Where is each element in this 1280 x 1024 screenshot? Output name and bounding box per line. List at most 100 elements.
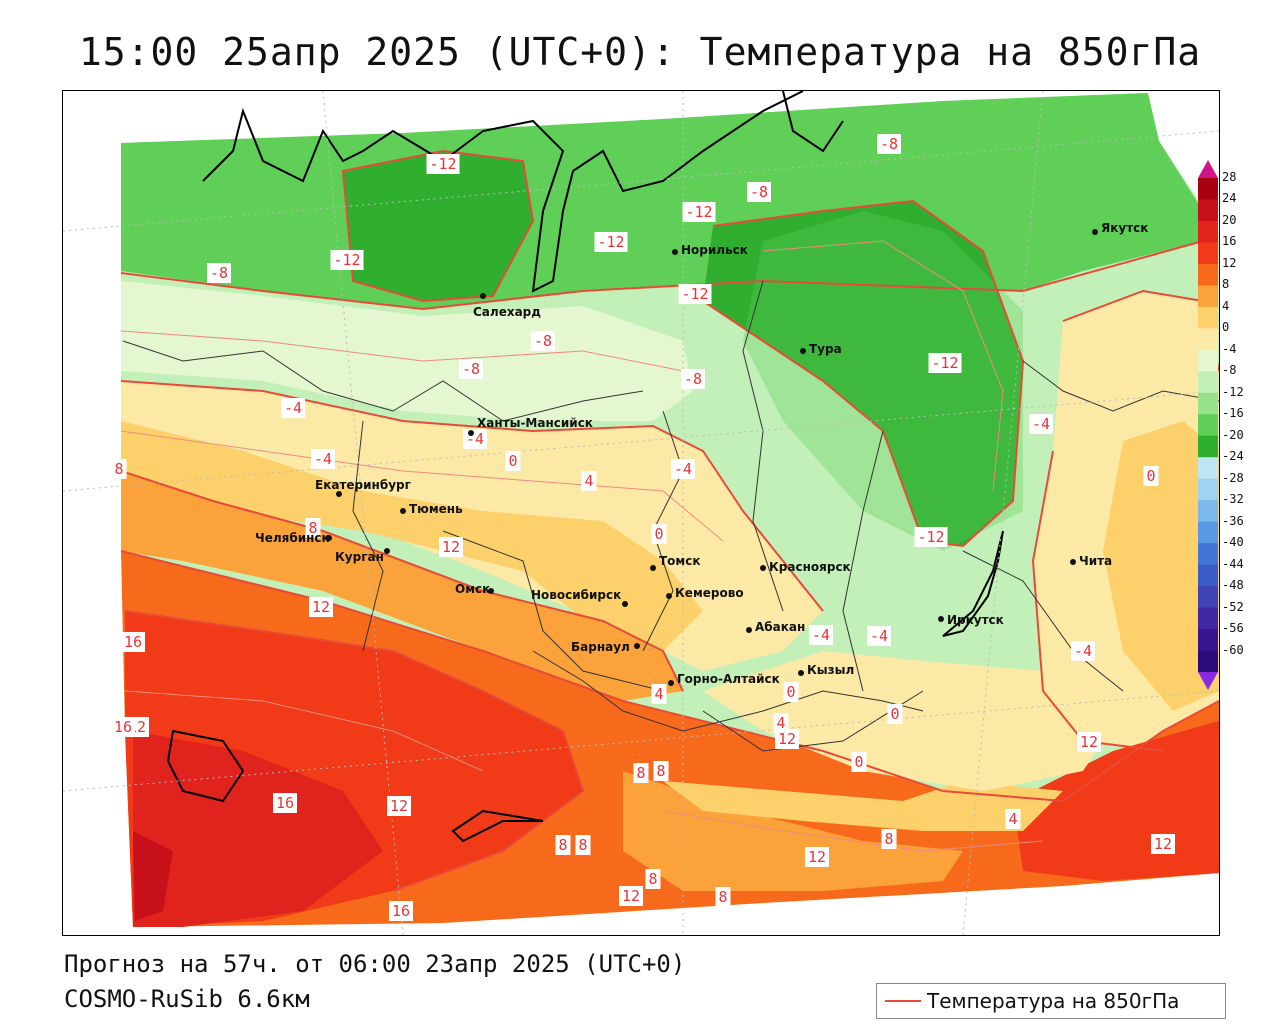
contour-label: -12 bbox=[685, 203, 712, 221]
contour-label: 8 bbox=[648, 870, 657, 888]
contour-label: 16 bbox=[124, 633, 142, 651]
colorbar-swatch bbox=[1198, 629, 1218, 652]
city-dot-icon bbox=[760, 565, 766, 571]
city-label: Омск bbox=[455, 582, 490, 596]
contour-label-bg bbox=[387, 796, 411, 816]
colorbar-swatch bbox=[1198, 650, 1218, 673]
contour-label-bg bbox=[531, 331, 555, 351]
contour-label: 8 bbox=[718, 888, 727, 906]
city-label: Челябинск bbox=[255, 531, 330, 545]
city-dot-icon bbox=[634, 643, 640, 649]
city-label: Салехард bbox=[473, 305, 541, 319]
contour-label: 8 bbox=[114, 460, 123, 478]
contour-label: -4 bbox=[674, 460, 692, 478]
city-label: Абакан bbox=[755, 620, 805, 634]
contour-label-bg bbox=[273, 793, 297, 813]
colorbar-tick-label: 8 bbox=[1222, 277, 1230, 292]
contour-label: 4 bbox=[776, 714, 785, 732]
contour-label-bg bbox=[681, 369, 705, 389]
colorbar-swatch bbox=[1198, 564, 1218, 587]
colorbar-swatch bbox=[1198, 478, 1218, 501]
contour-label-bg bbox=[309, 597, 333, 617]
contour-label: 8 bbox=[558, 836, 567, 854]
colorbar-tick-label: -20 bbox=[1222, 427, 1244, 442]
colorbar-tick-label: -36 bbox=[1222, 513, 1244, 528]
colorbar-top-arrow-icon bbox=[1198, 160, 1218, 178]
colorbar-tick-label: -60 bbox=[1222, 642, 1244, 657]
city-dot-icon bbox=[468, 430, 474, 436]
contour-label: 12 bbox=[1080, 733, 1098, 751]
contour-label: 0 bbox=[1146, 467, 1155, 485]
colorbar-tick-label: -28 bbox=[1222, 470, 1244, 485]
contour-label-bg bbox=[783, 682, 799, 702]
contour-label: -4 bbox=[284, 399, 302, 417]
contour-label-bg bbox=[575, 835, 591, 855]
colorbar-swatch bbox=[1198, 457, 1218, 480]
colorbar-swatch bbox=[1198, 521, 1218, 544]
contour-label-bg bbox=[1071, 641, 1095, 661]
contour-label-bg bbox=[773, 713, 789, 733]
city-dot-icon bbox=[1070, 559, 1076, 565]
contour-label-bg bbox=[305, 518, 321, 538]
contour-label: -12 bbox=[333, 251, 360, 269]
contour-label: -4 bbox=[1032, 415, 1050, 433]
colorbar-swatch bbox=[1198, 371, 1218, 394]
contour-label-bg bbox=[111, 717, 135, 737]
contour-label-bg bbox=[581, 471, 597, 491]
temperature-map[interactable]: -12 -8 -12 -8 -8 -12 -12 -12 -8 -12 -8 -4 -8 -4 -4 0 -4 4… bbox=[62, 90, 1220, 936]
contour-label: 8 bbox=[884, 830, 893, 848]
colorbar-swatch bbox=[1198, 199, 1218, 222]
colorbar-tick-label: -12 bbox=[1222, 384, 1244, 399]
contour-label: -8 bbox=[684, 370, 702, 388]
contour-label: -4 bbox=[812, 626, 830, 644]
colorbar-swatch bbox=[1198, 220, 1218, 243]
city-dot-icon bbox=[798, 670, 804, 676]
contour-label-bg bbox=[389, 901, 413, 921]
contour-label: 8 bbox=[578, 836, 587, 854]
contour-label-bg bbox=[653, 761, 669, 781]
colorbar-bottom-arrow-icon bbox=[1198, 672, 1218, 690]
contour-label-bg bbox=[1151, 834, 1175, 854]
colorbar-tick-label: 24 bbox=[1222, 191, 1237, 206]
contour-label: -8 bbox=[462, 360, 480, 378]
contour-label: 0 bbox=[854, 753, 863, 771]
legend: Температура на 850гПа bbox=[876, 983, 1226, 1019]
contour-label-bg bbox=[633, 763, 649, 783]
contour-label-bg bbox=[555, 835, 571, 855]
contour-label-bg bbox=[809, 625, 833, 645]
contour-label-bg bbox=[887, 704, 903, 724]
contour-label: 12 bbox=[312, 598, 330, 616]
contour-label: 0 bbox=[786, 683, 795, 701]
contour-label-bg bbox=[111, 459, 127, 479]
legend-label: Температура на 850гПа bbox=[927, 989, 1180, 1013]
contour-label: 0 bbox=[654, 525, 663, 543]
colorbar-swatch bbox=[1198, 178, 1218, 200]
city-label: Горно-Алтайск bbox=[677, 672, 780, 686]
contour-label: 12 bbox=[778, 730, 796, 748]
forecast-info: Прогноз на 57ч. от 06:00 23апр 2025 (UTC… bbox=[64, 950, 686, 978]
contour-label-bg bbox=[877, 134, 901, 154]
colorbar-tick-label: -48 bbox=[1222, 578, 1244, 593]
contour-label-bg bbox=[678, 284, 712, 304]
contour-label-bg bbox=[715, 887, 731, 907]
contour-label: 12 bbox=[442, 538, 460, 556]
colorbar-tick-label: 0 bbox=[1222, 320, 1230, 335]
city-label: Ханты-Мансийск bbox=[477, 416, 593, 430]
city-dot-icon bbox=[938, 616, 944, 622]
contour-label: 12 bbox=[390, 797, 408, 815]
city-label: Кемерово bbox=[675, 586, 744, 600]
city-dot-icon bbox=[488, 588, 494, 594]
contour-label-bg bbox=[881, 829, 897, 849]
colorbar bbox=[1198, 160, 1218, 690]
city-label: Томск bbox=[659, 554, 701, 568]
contour-label: 4 bbox=[584, 472, 593, 490]
colorbar-tick-label: -56 bbox=[1222, 621, 1244, 636]
city-markers: Якутск Норильск Салехард Тура Ханты-Мансийск… bbox=[255, 221, 1148, 686]
contour-label: 4 bbox=[654, 685, 663, 703]
colorbar-tick-label: 28 bbox=[1222, 170, 1237, 184]
contour-label-bg bbox=[867, 626, 891, 646]
colorbar-tick-label: -4 bbox=[1222, 341, 1237, 356]
contour-label: 16 bbox=[392, 902, 410, 920]
contour-label: -8 bbox=[534, 332, 552, 350]
city-dot-icon bbox=[400, 508, 406, 514]
